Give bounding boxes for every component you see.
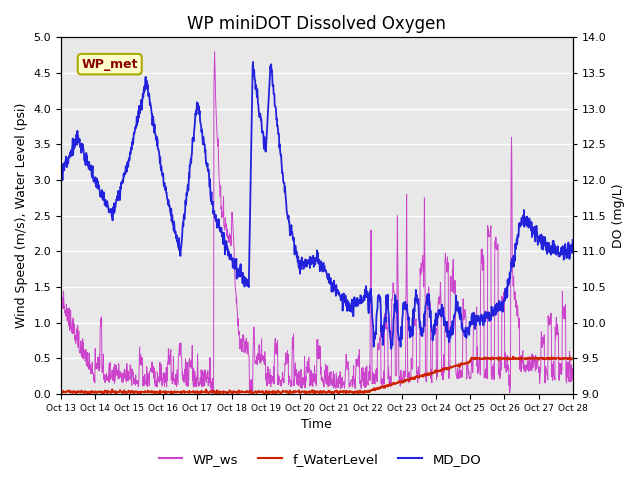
Title: WP miniDOT Dissolved Oxygen: WP miniDOT Dissolved Oxygen: [188, 15, 446, 33]
X-axis label: Time: Time: [301, 419, 332, 432]
Text: WP_met: WP_met: [81, 58, 138, 71]
Y-axis label: DO (mg/L): DO (mg/L): [612, 183, 625, 248]
Y-axis label: Wind Speed (m/s), Water Level (psi): Wind Speed (m/s), Water Level (psi): [15, 103, 28, 328]
Legend: WP_ws, f_WaterLevel, MD_DO: WP_ws, f_WaterLevel, MD_DO: [154, 447, 486, 471]
